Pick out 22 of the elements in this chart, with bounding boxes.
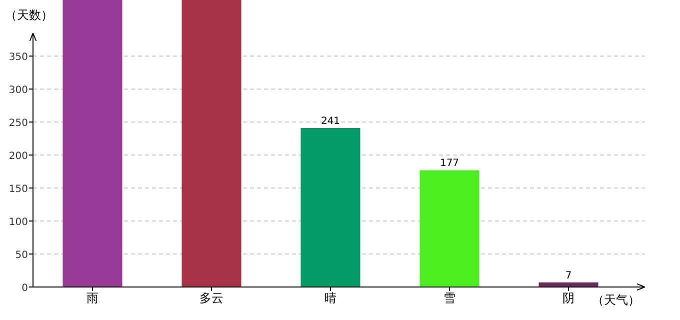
bar [300,128,360,287]
data-label: 241 [320,116,340,127]
y-tick-label: 50 [15,250,28,262]
x-tick-label: 雪 [444,291,456,305]
y-tick-label: 250 [8,118,28,130]
y-tick-label: 300 [8,85,28,96]
x-tick-label: 晴 [324,291,336,305]
bar [420,170,480,287]
x-axis-title: （天气） [592,293,640,307]
bar [182,0,242,287]
y-tick-label: 350 [8,52,28,64]
y-tick-label: 100 [8,217,28,228]
x-tick-label: 多云 [200,291,224,305]
data-label: 7 [565,270,572,282]
x-tick-label: 阴 [562,291,574,305]
y-axis-title: （天数） [5,8,53,22]
y-tick-label: 200 [8,151,28,162]
y-tick-label: 0 [22,283,28,294]
y-tick-label: 150 [8,184,28,196]
bar [62,0,122,287]
x-tick-label: 雨 [86,291,98,305]
data-label: 177 [440,158,460,170]
